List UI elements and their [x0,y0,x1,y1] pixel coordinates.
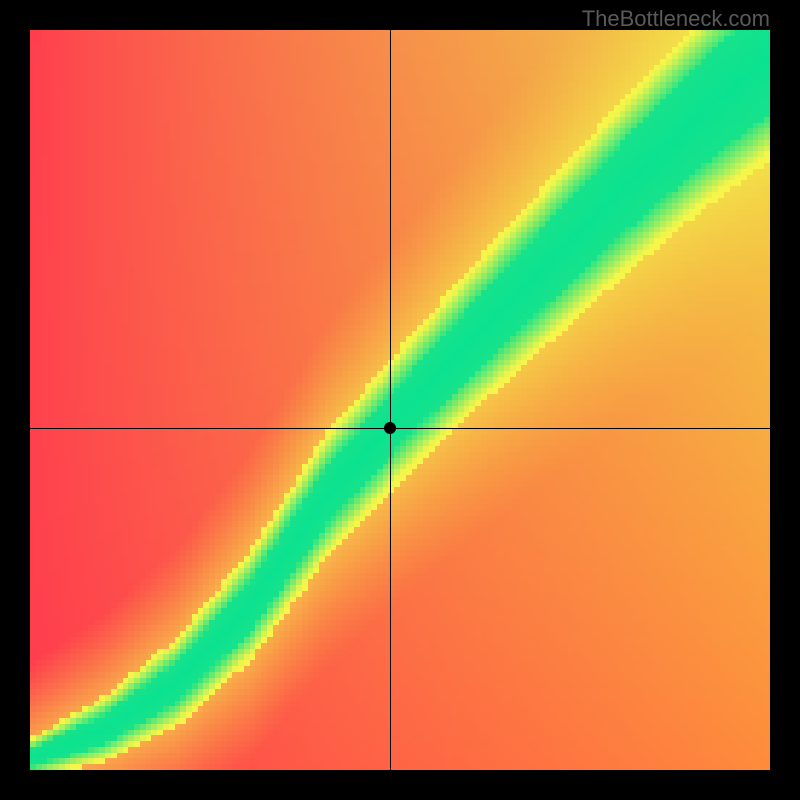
watermark-text: TheBottleneck.com [582,6,770,32]
crosshair-horizontal [30,428,770,429]
heatmap-canvas [30,30,770,770]
plot-area [30,30,770,770]
root-container: TheBottleneck.com [0,0,800,800]
data-point-marker [384,422,396,434]
crosshair-vertical [390,30,391,770]
